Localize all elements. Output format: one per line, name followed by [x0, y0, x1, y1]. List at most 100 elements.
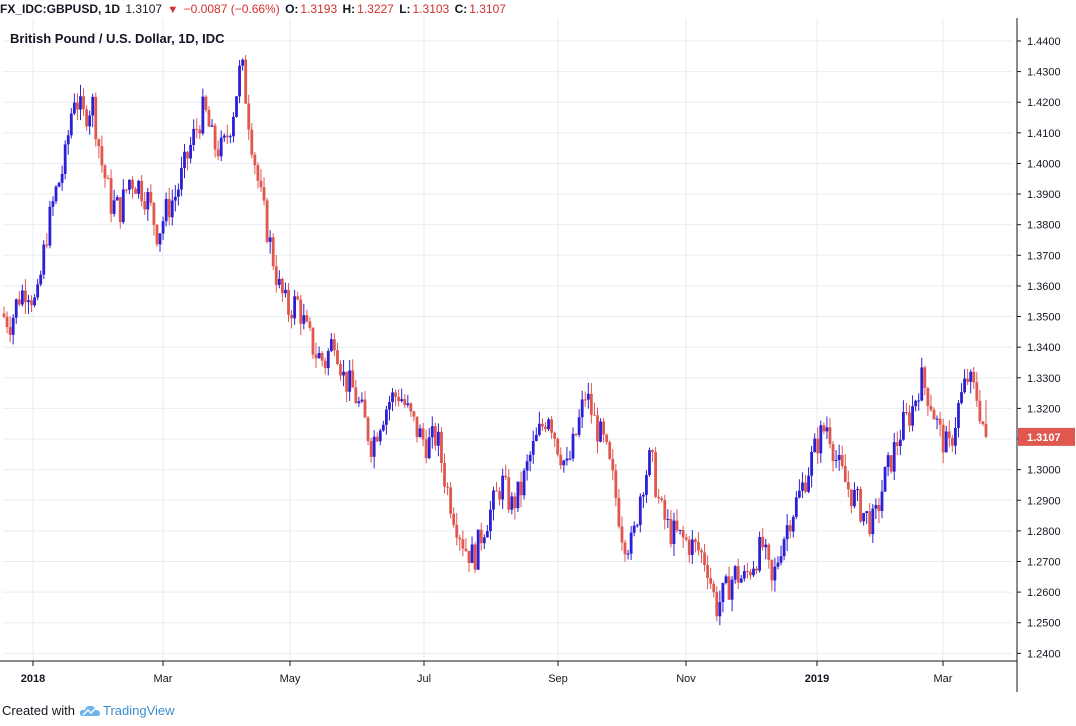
candle — [599, 418, 602, 443]
candle — [394, 389, 397, 407]
candle — [76, 93, 79, 121]
candle — [816, 427, 820, 464]
candle — [479, 522, 483, 551]
candle — [5, 311, 9, 334]
candle — [143, 192, 147, 215]
candle — [219, 130, 223, 162]
candle — [969, 369, 973, 394]
grid-lines — [3, 18, 1012, 661]
candle — [620, 516, 624, 551]
y-tick-label: 1.4100 — [1027, 128, 1061, 140]
candle — [400, 388, 404, 403]
candle — [645, 470, 648, 503]
candle — [834, 449, 838, 469]
candle — [614, 463, 618, 507]
candle — [733, 565, 737, 584]
candle — [115, 195, 119, 201]
candle — [895, 431, 899, 456]
y-tick-label: 1.3800 — [1027, 220, 1061, 232]
candle — [17, 291, 21, 307]
candle — [941, 418, 945, 464]
candle — [409, 402, 413, 417]
candle — [849, 489, 853, 514]
candle — [354, 379, 358, 404]
candle — [926, 387, 930, 417]
price-axis[interactable]: 1.2400 1.2500 1.2600 1.2700 1.2800 1.2900 1.30… — [1016, 18, 1075, 692]
tradingview-logo[interactable]: TradingView — [79, 700, 175, 722]
candle — [510, 492, 514, 515]
candle — [427, 427, 431, 460]
candle — [791, 515, 795, 538]
candle — [715, 586, 719, 622]
candle — [305, 309, 309, 323]
candle — [522, 467, 526, 500]
candle — [525, 454, 529, 481]
candle — [232, 111, 235, 143]
svg-text:1.3107: 1.3107 — [1027, 432, 1061, 444]
candle — [749, 568, 752, 580]
candle — [183, 143, 186, 179]
candle — [929, 394, 933, 412]
candle — [978, 389, 982, 425]
candle — [675, 509, 679, 533]
footer: Created with TradingView — [0, 700, 175, 722]
open-label: O: — [285, 2, 299, 16]
candlestick-chart[interactable]: 1.2400 1.2500 1.2600 1.2700 1.2800 1.2900 1.30… — [0, 18, 1076, 692]
candle — [134, 186, 137, 194]
candle — [455, 512, 459, 546]
x-tick-label: 2018 — [21, 673, 45, 685]
candle — [972, 366, 976, 389]
chart-title: British Pound / U.S. Dollar, 1D, IDC — [10, 31, 225, 46]
candle — [36, 278, 40, 301]
candle — [565, 446, 569, 466]
candle — [663, 494, 667, 530]
candle — [706, 555, 710, 590]
candle — [403, 393, 407, 408]
candle — [944, 425, 948, 453]
candle — [626, 549, 630, 560]
time-axis[interactable]: 2018 Mar May Jul Sep Nov 2019 Mar — [0, 660, 1017, 685]
candle — [779, 545, 783, 566]
candle — [20, 284, 24, 307]
candle — [617, 488, 621, 529]
candle — [63, 140, 67, 180]
candle — [654, 446, 658, 499]
candle — [121, 179, 125, 224]
y-tick-label: 1.3900 — [1027, 189, 1061, 201]
candle — [299, 294, 303, 336]
candle — [452, 507, 456, 528]
candle — [681, 525, 685, 548]
candle — [339, 360, 342, 381]
candle — [458, 534, 462, 551]
candle — [112, 189, 116, 217]
candle — [366, 416, 370, 445]
candle — [923, 365, 927, 396]
candle — [801, 472, 804, 499]
candle — [440, 427, 443, 473]
candle — [963, 369, 966, 394]
candle — [947, 420, 951, 448]
y-tick-label: 1.2400 — [1027, 648, 1061, 660]
candle — [287, 283, 290, 322]
candle — [482, 534, 486, 549]
candle — [244, 54, 248, 104]
candle — [684, 533, 688, 542]
candle — [24, 279, 27, 315]
chart-area[interactable]: 1.2400 1.2500 1.2600 1.2700 1.2800 1.2900 1.30… — [0, 18, 1076, 692]
candle — [562, 459, 566, 473]
candle — [372, 430, 376, 469]
candle — [568, 450, 572, 461]
candle — [314, 342, 318, 369]
symbol-label[interactable]: FX_IDC:GBPUSD, 1D — [0, 2, 121, 16]
candle — [97, 138, 101, 159]
candle — [146, 187, 150, 221]
candle — [363, 390, 367, 418]
candle — [911, 395, 914, 432]
candle — [296, 291, 300, 301]
x-tick-label: Mar — [934, 673, 953, 685]
candle — [957, 400, 960, 438]
candle — [794, 491, 798, 520]
candle — [797, 479, 801, 499]
candle — [192, 119, 196, 152]
candle — [908, 405, 911, 433]
